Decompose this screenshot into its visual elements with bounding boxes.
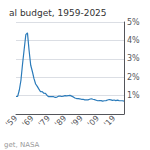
svg-text:2%: 2% — [127, 73, 140, 82]
svg-text:1%: 1% — [127, 91, 140, 100]
svg-text:'99: '99 — [70, 114, 85, 129]
svg-text:'59: '59 — [4, 114, 19, 129]
svg-text:'09: '09 — [86, 114, 101, 129]
svg-text:5%: 5% — [127, 18, 140, 27]
svg-text:3%: 3% — [127, 54, 140, 63]
svg-text:'89: '89 — [53, 114, 68, 129]
svg-text:4%: 4% — [127, 36, 140, 45]
svg-text:get, NASA: get, NASA — [4, 141, 40, 149]
svg-text:'19: '19 — [102, 114, 117, 129]
svg-text:'69: '69 — [20, 114, 35, 129]
svg-text:'79: '79 — [37, 114, 52, 129]
svg-text:al budget, 1959-2025: al budget, 1959-2025 — [9, 8, 107, 18]
